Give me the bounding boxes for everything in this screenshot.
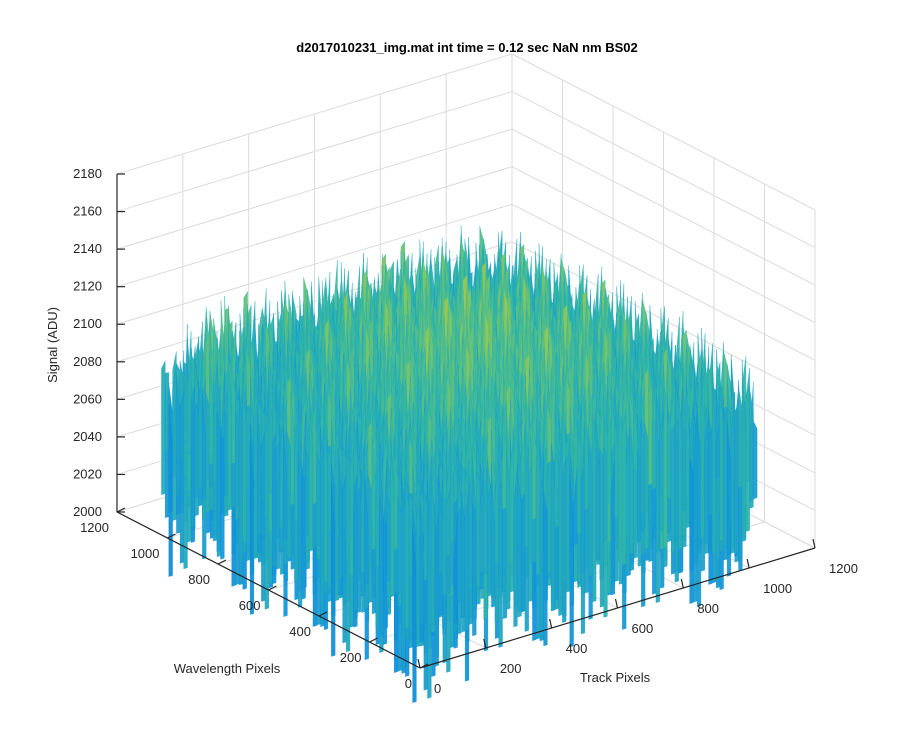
- surface-patch: [320, 455, 325, 605]
- grid-line: [116, 128, 513, 250]
- surface-patch: [253, 401, 258, 560]
- surface-patch: [194, 399, 199, 498]
- grid-line: [116, 91, 513, 213]
- grid-line: [116, 203, 513, 325]
- chart-title: d2017010231_img.mat int time = 0.12 sec …: [296, 40, 637, 55]
- grid-line: [511, 166, 816, 324]
- grid-line: [511, 91, 816, 249]
- surface-patch: [220, 434, 225, 560]
- surface-plot: [161, 225, 758, 703]
- surface-patch: [305, 449, 310, 537]
- surface-patch: [161, 360, 166, 495]
- grid-line: [116, 166, 513, 288]
- grid-line: [116, 53, 513, 175]
- surface-patch: [327, 451, 332, 531]
- surface-patch: [334, 444, 339, 602]
- surface-patch: [235, 411, 240, 507]
- surface-patch: [286, 432, 291, 520]
- surface-patch: [190, 389, 195, 528]
- surface-patch: [164, 372, 170, 452]
- surface-patch: [246, 409, 251, 490]
- surface-patch: [301, 474, 306, 600]
- surface-patch: [238, 414, 243, 563]
- surface-patch: [357, 485, 362, 582]
- grid-line: [511, 53, 816, 211]
- surface-patch: [172, 363, 177, 521]
- grid-line: [511, 203, 816, 361]
- surface-patch: [205, 392, 210, 479]
- surface-patch: [297, 453, 303, 592]
- surface-patch: [201, 388, 207, 500]
- surface-patch: [275, 441, 280, 538]
- surface-patch: [216, 413, 221, 552]
- grid-line: [511, 128, 816, 286]
- surface-patch: [227, 353, 232, 511]
- surface-patch: [224, 409, 229, 497]
- surface-patch: [176, 375, 181, 497]
- surface-patch: [316, 452, 321, 548]
- surface-patch: [168, 403, 173, 577]
